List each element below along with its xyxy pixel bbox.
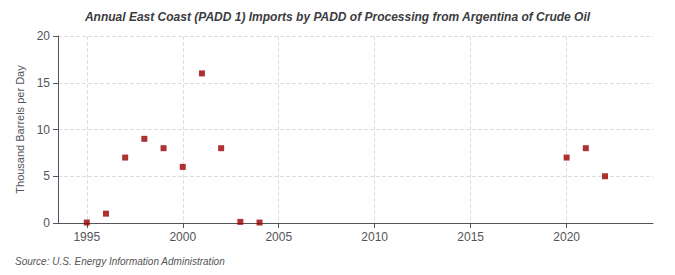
svg-text:2020: 2020	[553, 230, 580, 244]
svg-text:1995: 1995	[73, 230, 100, 244]
svg-text:10: 10	[37, 123, 51, 137]
svg-text:5: 5	[43, 169, 50, 183]
svg-text:Source: U.S. Energy Informatio: Source: U.S. Energy Information Administ…	[15, 256, 225, 267]
svg-text:2005: 2005	[265, 230, 292, 244]
svg-text:Annual East Coast (PADD 1) Imp: Annual East Coast (PADD 1) Imports by PA…	[84, 10, 591, 24]
svg-text:2000: 2000	[169, 230, 196, 244]
svg-text:2015: 2015	[457, 230, 484, 244]
svg-text:Thousand Barrels per Day: Thousand Barrels per Day	[14, 65, 26, 194]
svg-text:0: 0	[43, 216, 50, 230]
svg-text:2010: 2010	[361, 230, 388, 244]
svg-text:20: 20	[37, 29, 51, 43]
svg-text:15: 15	[37, 76, 51, 90]
